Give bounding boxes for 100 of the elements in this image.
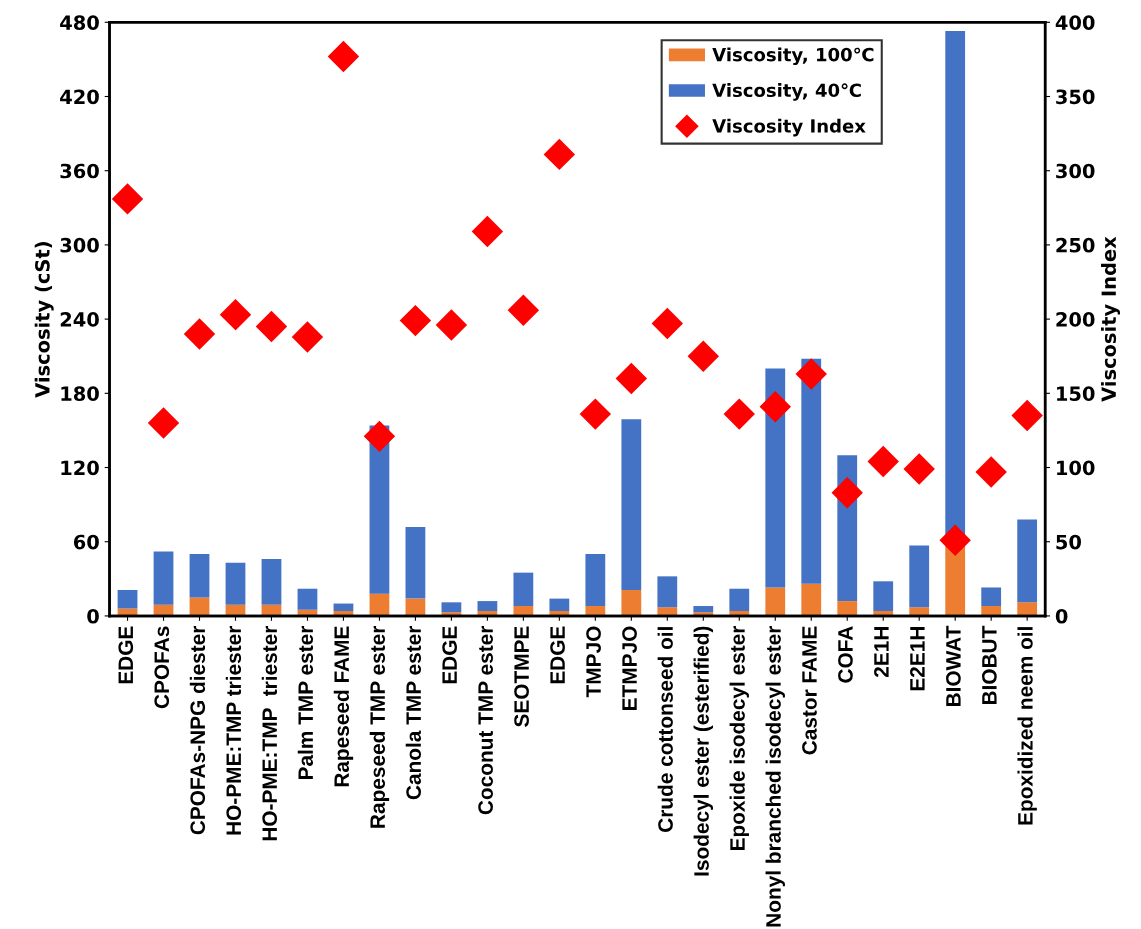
bar xyxy=(837,601,858,616)
bar xyxy=(261,559,282,605)
legend-label: Viscosity, 100℃ xyxy=(712,47,874,66)
x-tick-label: Nonyl branched isodecyl ester xyxy=(765,625,785,927)
bar xyxy=(621,589,642,616)
bar xyxy=(657,576,678,608)
point xyxy=(759,391,791,423)
bar xyxy=(945,545,966,616)
point xyxy=(435,309,467,341)
bar xyxy=(189,554,210,598)
x-tick-label: HO-PME:TMP triester xyxy=(261,625,278,841)
x-tick-label: Coconut TMP ester xyxy=(478,625,493,815)
bar xyxy=(189,597,210,616)
x-tick-label: Isodecyl ester (esterified) xyxy=(693,626,714,876)
bar xyxy=(513,572,534,607)
point xyxy=(220,299,251,331)
x-tick-label: E2E1H xyxy=(910,627,925,691)
bar xyxy=(765,587,786,616)
x-tick-label: 2E1H xyxy=(874,627,889,678)
bar xyxy=(693,606,714,613)
point xyxy=(184,318,215,350)
x-tick-label: SEOTMPE xyxy=(514,626,529,727)
point xyxy=(579,398,611,430)
y2-tick-label: 150 xyxy=(1057,386,1095,401)
y-tick-label: 360 xyxy=(60,163,99,179)
y2-axis-title: Viscosity Index xyxy=(1101,236,1120,402)
bar xyxy=(549,598,570,611)
point xyxy=(867,446,899,478)
bar xyxy=(405,526,426,599)
bar xyxy=(1017,519,1038,603)
point xyxy=(543,138,575,170)
bar xyxy=(765,368,786,588)
bar xyxy=(297,588,318,610)
x-tick-label: Epoxidized neem oil xyxy=(1017,627,1037,825)
bar xyxy=(117,589,138,609)
point xyxy=(256,311,287,342)
bar xyxy=(909,607,930,616)
y-tick-label: 60 xyxy=(73,534,99,550)
point xyxy=(831,477,863,509)
y-tick-label: 180 xyxy=(61,386,99,401)
bar xyxy=(513,606,534,616)
x-tick-label: EDGE xyxy=(550,626,565,684)
point xyxy=(148,407,179,439)
x-tick-label: TMPJO xyxy=(586,626,601,698)
x-tick-label: Palm TMP ester xyxy=(297,625,314,780)
bar xyxy=(1017,602,1038,616)
point xyxy=(292,321,323,353)
bar xyxy=(981,587,1002,607)
y-tick-label: 300 xyxy=(60,237,99,253)
y2-tick-label: 400 xyxy=(1055,15,1095,30)
bar xyxy=(333,603,354,611)
bar xyxy=(369,593,390,616)
bar xyxy=(621,419,642,590)
x-tick-label: Canola TMP ester xyxy=(405,625,421,800)
y2-tick-label: 350 xyxy=(1056,89,1095,105)
x-tick-label: BIOWAT xyxy=(946,625,961,707)
y-tick-label: 120 xyxy=(61,460,99,476)
x-tick-label: CPOFAs-NPG diester xyxy=(189,625,206,835)
point xyxy=(507,294,539,326)
bar xyxy=(873,581,894,611)
x-tick-label: HO-PME:TMP triester xyxy=(225,625,242,835)
y-tick-label: 480 xyxy=(60,15,99,30)
x-tick-label: Crude cottonseed oil xyxy=(657,627,673,832)
x-tick-label: Castor FAME xyxy=(802,626,817,755)
y2-tick-label: 100 xyxy=(1057,460,1095,476)
legend-label: Viscosity Index xyxy=(712,118,866,137)
x-tick-label: EDGE xyxy=(118,626,134,684)
y2-tick-label: 250 xyxy=(1056,237,1095,253)
y-tick-label: 420 xyxy=(60,89,99,105)
y-tick-label: 240 xyxy=(60,312,99,327)
x-tick-label: Epoxide isodecyl ester xyxy=(729,625,749,851)
point xyxy=(903,453,935,485)
bar xyxy=(585,554,606,607)
point xyxy=(651,308,683,339)
point xyxy=(615,363,647,394)
bar xyxy=(441,602,462,613)
y-tick-label: 0 xyxy=(87,608,99,624)
y2-tick-label: 0 xyxy=(1055,608,1068,624)
x-tick-label: Rapeseed TMP ester xyxy=(369,625,390,828)
y2-tick-label: 200 xyxy=(1056,312,1095,327)
point xyxy=(939,524,971,556)
point xyxy=(364,420,395,452)
point xyxy=(399,305,431,337)
bar xyxy=(729,588,750,611)
y2-tick-label: 300 xyxy=(1056,163,1095,179)
point xyxy=(1011,400,1043,432)
bar xyxy=(981,606,1002,616)
y-axis-title: Viscosity (cSt) xyxy=(34,242,54,398)
bar xyxy=(801,358,822,584)
bar xyxy=(477,601,498,611)
x-tick-label: Rapeseed FAME xyxy=(333,626,354,787)
y2-tick-label: 50 xyxy=(1056,534,1082,550)
bar xyxy=(585,606,606,616)
point xyxy=(687,340,719,372)
x-tick-label: EDGE xyxy=(442,626,457,684)
legend-label: Viscosity, 40℃ xyxy=(712,83,861,101)
point xyxy=(112,183,143,215)
bar xyxy=(225,562,246,605)
x-tick-label: CPOFAs xyxy=(154,626,170,709)
x-tick-label: BIOBUT xyxy=(982,625,997,705)
